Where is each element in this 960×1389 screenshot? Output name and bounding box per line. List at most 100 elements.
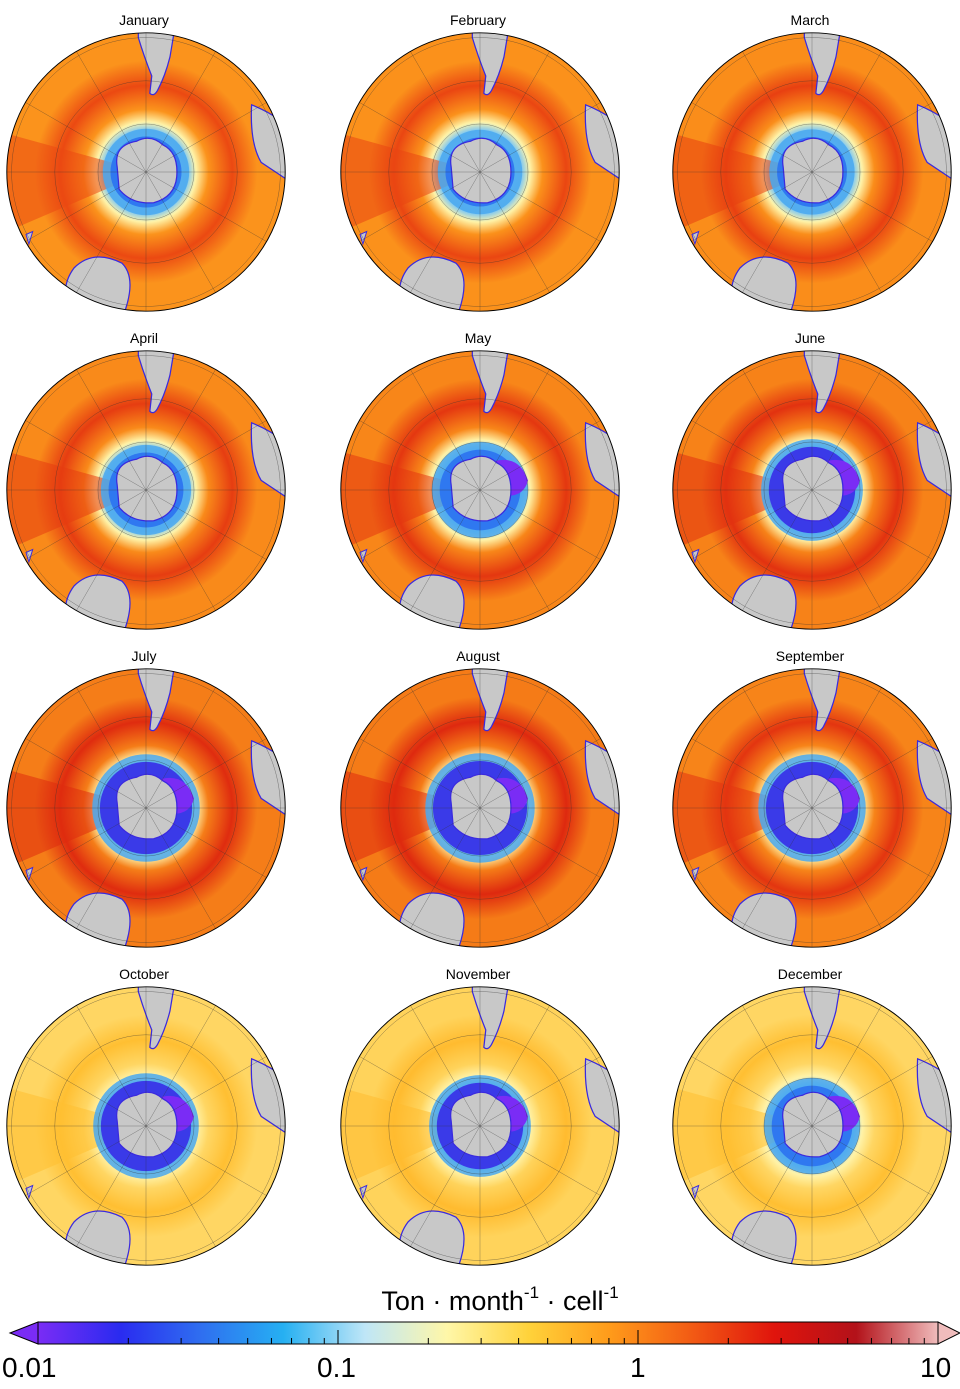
meridian-line: [742, 171, 813, 293]
polar-map: [672, 350, 952, 630]
sector-band: [340, 769, 480, 866]
new-zealand: [691, 866, 700, 882]
meridian-line: [410, 1005, 481, 1127]
tick-label-0-01: 0.01: [2, 1352, 57, 1383]
meridian-line: [742, 369, 813, 491]
meridian-line: [145, 171, 216, 293]
meridian-line: [479, 687, 550, 809]
map-border: [340, 668, 620, 948]
map-border: [340, 986, 620, 1266]
polar-map: [340, 668, 620, 948]
meridian-line: [145, 1005, 216, 1127]
meridian-line: [359, 1125, 481, 1196]
map-panel-march: March: [660, 0, 960, 318]
meridian-line: [359, 489, 481, 560]
colorbar-title: Ton · month-1 · cell-1: [0, 1283, 960, 1317]
sector-band: [672, 1087, 812, 1184]
meridian-line: [691, 738, 813, 809]
map-border: [340, 32, 620, 312]
meridian-line: [691, 420, 813, 491]
new-zealand: [359, 866, 368, 882]
sector-band: [6, 1087, 146, 1184]
map-border: [672, 32, 952, 312]
colorbar-title-mid: · cell: [539, 1286, 604, 1316]
meridian-line: [145, 1125, 216, 1247]
meridian-line: [811, 420, 933, 491]
colorbar-title-text: Ton · month: [381, 1286, 524, 1316]
meridian-line: [479, 1056, 601, 1127]
meridian-line: [145, 1125, 267, 1196]
meridian-line: [410, 489, 481, 611]
panel-title: November: [445, 966, 511, 982]
map-panel-november: November: [328, 954, 628, 1272]
map-panel-june: June: [660, 318, 960, 636]
meridian-line: [25, 738, 147, 809]
meridian-line: [359, 102, 481, 173]
colorbar-low-arrow: [8, 1321, 39, 1345]
meridian-line: [145, 1056, 267, 1127]
south-america: [803, 986, 842, 1050]
meridian-line: [479, 489, 601, 560]
new-zealand: [691, 548, 700, 564]
polar-map: [6, 350, 286, 630]
polar-map: [672, 668, 952, 948]
map-panel-october: October: [0, 954, 294, 1272]
polar-map: [340, 986, 620, 1266]
south-america: [471, 32, 510, 96]
map-border: [672, 668, 952, 948]
colorbar-title-exp1: -1: [523, 1283, 540, 1302]
map-border: [672, 350, 952, 630]
meridian-line: [25, 1056, 147, 1127]
meridian-line: [479, 171, 550, 293]
meridian-line: [410, 687, 481, 809]
meridian-line: [691, 489, 813, 560]
sector-band: [6, 769, 146, 866]
meridian-line: [479, 807, 601, 878]
meridian-line: [145, 369, 216, 491]
south-america: [803, 32, 842, 96]
meridian-line: [76, 51, 147, 173]
meridian-line: [811, 807, 933, 878]
sector-band: [340, 451, 480, 548]
sector-band: [6, 133, 146, 230]
meridian-line: [479, 1125, 601, 1196]
meridian-line: [145, 687, 216, 809]
sector-band: [672, 133, 812, 230]
meridian-line: [691, 1125, 813, 1196]
tick-label-0-1: 0.1: [317, 1352, 356, 1383]
south-america: [471, 668, 510, 732]
map-border: [340, 350, 620, 630]
meridian-line: [479, 1005, 550, 1127]
meridian-line: [76, 171, 147, 293]
meridian-line: [359, 1056, 481, 1127]
meridian-line: [479, 738, 601, 809]
colorbar-gradient: [37, 1321, 939, 1345]
meridian-line: [742, 51, 813, 173]
meridian-line: [691, 102, 813, 173]
meridian-line: [811, 807, 882, 929]
meridian-line: [811, 171, 933, 242]
polar-map: [340, 350, 620, 630]
meridian-line: [359, 171, 481, 242]
meridian-line: [25, 102, 147, 173]
new-zealand: [359, 1184, 368, 1200]
meridian-line: [691, 807, 813, 878]
panel-title: June: [794, 330, 826, 346]
meridian-line: [145, 102, 267, 173]
map-panel-august: August: [328, 636, 628, 954]
meridian-line: [359, 420, 481, 491]
meridian-line: [691, 1056, 813, 1127]
meridian-line: [76, 1125, 147, 1247]
map-panel-july: July: [0, 636, 294, 954]
south-america: [803, 350, 842, 414]
meridian-line: [479, 489, 550, 611]
meridian-line: [145, 738, 267, 809]
meridian-line: [742, 807, 813, 929]
meridian-line: [25, 171, 147, 242]
meridian-line: [811, 1005, 882, 1127]
panel-title: October: [119, 966, 169, 982]
panel-title: April: [129, 330, 158, 346]
map-panel-december: December: [660, 954, 960, 1272]
panel-title: July: [131, 648, 157, 664]
sector-band: [6, 451, 146, 548]
